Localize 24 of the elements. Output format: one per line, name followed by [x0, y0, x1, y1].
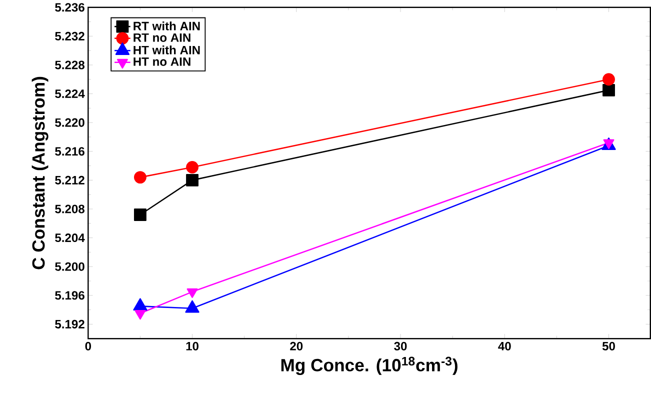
legend-label: HT with AIN: [134, 46, 200, 55]
y-tick-label: 5.216: [55, 147, 84, 156]
legend-label: RT with AIN: [134, 22, 200, 31]
x-tick-label: 10: [186, 342, 198, 351]
y-tick-label: 5.212: [55, 176, 84, 185]
y-tick-label: 5.208: [55, 204, 84, 214]
y-tick-label: 5.192: [55, 320, 84, 329]
x-tick-label: 50: [602, 342, 615, 351]
legend-label: RT no AIN: [134, 34, 190, 42]
y-axis-title: C Constant (Angstrom): [32, 77, 48, 270]
y-tick-label: 5.204: [55, 234, 85, 242]
x-axis-title: Mg Conce. (10$^{18}$cm$^{-3}$): [281, 357, 458, 376]
y-tick-label: 5.224: [55, 90, 85, 98]
x-tick-label: 30: [394, 342, 407, 351]
y-tick-label: 5.200: [55, 262, 84, 272]
y-tick-label: 5.228: [55, 60, 84, 70]
x-tick-label: 0: [85, 342, 92, 351]
y-tick-label: 5.232: [55, 32, 84, 41]
x-tick-label: 40: [498, 342, 511, 351]
legend-label: HT no AIN: [134, 58, 190, 66]
y-tick-label: 5.196: [55, 291, 84, 300]
y-tick-label: 5.236: [55, 3, 84, 12]
x-tick-label: 20: [290, 342, 303, 351]
y-tick-label: 5.220: [55, 118, 84, 128]
